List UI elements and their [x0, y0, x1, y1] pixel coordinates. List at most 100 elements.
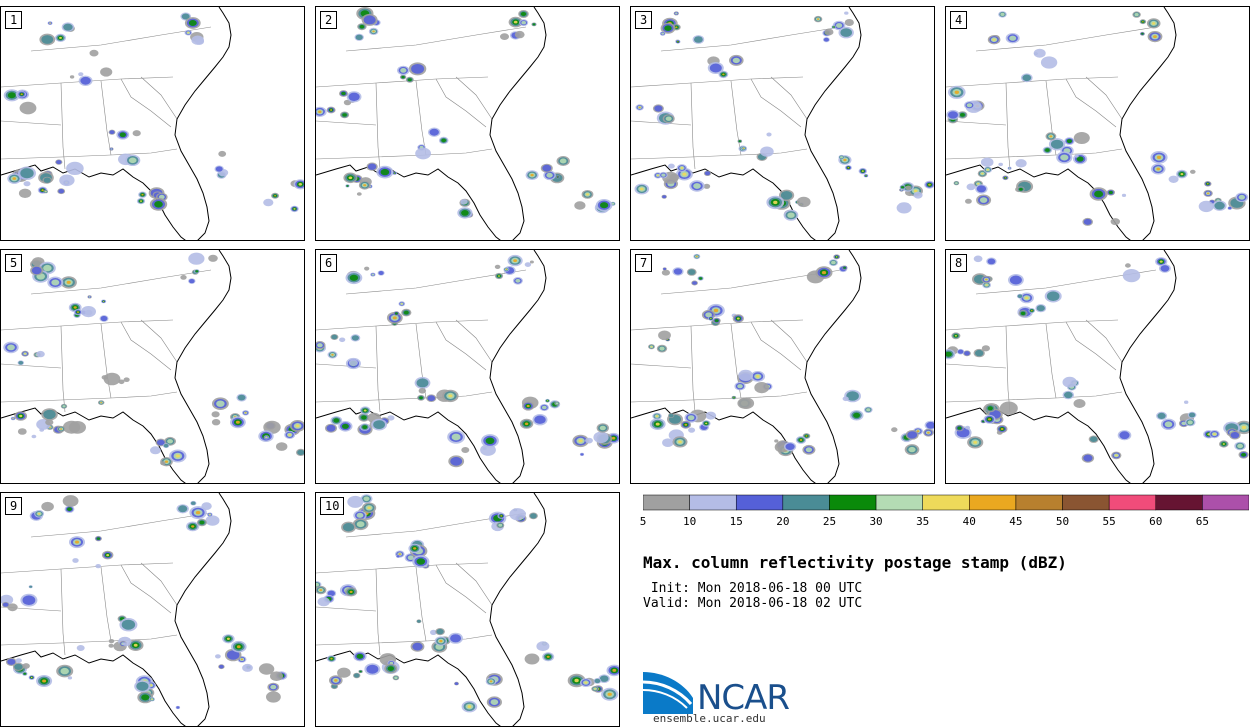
reflectivity-echo — [378, 271, 384, 275]
reflectivity-echo — [926, 421, 934, 429]
reflectivity-echo — [387, 666, 394, 671]
coastline — [316, 7, 547, 240]
reflectivity-echo — [966, 103, 973, 108]
reflectivity-echo — [341, 423, 349, 429]
reflectivity-echo — [703, 183, 711, 189]
reflectivity-echo — [1000, 428, 1004, 430]
reflectivity-echo — [240, 658, 243, 661]
reflectivity-echo — [1241, 452, 1247, 457]
reflectivity-echo — [1125, 263, 1131, 268]
reflectivity-echo — [988, 418, 991, 421]
reflectivity-echo — [342, 113, 347, 117]
reflectivity-echo — [330, 657, 333, 660]
state-border — [690, 82, 696, 170]
reflectivity-echo — [30, 676, 33, 679]
state-border — [946, 76, 1119, 88]
reflectivity-echo — [51, 279, 60, 286]
reflectivity-echo — [980, 157, 994, 167]
state-border — [316, 640, 427, 646]
reflectivity-echo — [394, 172, 396, 174]
reflectivity-echo — [7, 344, 15, 351]
reflectivity-echo — [699, 277, 703, 280]
reflectivity-echo — [760, 146, 774, 157]
reflectivity-echo — [985, 284, 988, 286]
reflectivity-echo — [578, 439, 583, 443]
reflectivity-echo — [188, 252, 205, 265]
reflectivity-echo — [394, 312, 398, 315]
reflectivity-echo — [7, 603, 18, 612]
member-label: 6 — [320, 254, 338, 272]
reflectivity-echo — [367, 506, 371, 510]
reflectivity-echo — [341, 91, 346, 96]
reflectivity-echo — [1066, 139, 1072, 144]
reflectivity-echo — [49, 22, 51, 24]
reflectivity-echo — [705, 312, 712, 318]
member-label: 3 — [635, 11, 653, 29]
state-border — [140, 562, 178, 606]
reflectivity-echo — [80, 76, 91, 85]
reflectivity-echo — [331, 334, 338, 340]
state-border — [316, 319, 489, 331]
reflectivity-echo — [714, 319, 719, 323]
reflectivity-echo — [298, 183, 302, 186]
reflectivity-echo — [23, 672, 27, 675]
reflectivity-echo — [439, 639, 443, 643]
reflectivity-echo — [891, 427, 898, 433]
reflectivity-echo — [450, 456, 463, 466]
reflectivity-echo — [460, 199, 468, 205]
reflectivity-echo — [964, 351, 970, 356]
reflectivity-echo — [43, 177, 51, 183]
reflectivity-echo — [515, 278, 521, 283]
reflectivity-echo — [398, 553, 401, 555]
reflectivity-echo — [584, 681, 588, 684]
reflectivity-echo — [1064, 391, 1073, 399]
reflectivity-echo — [326, 424, 336, 432]
reflectivity-echo — [687, 415, 695, 421]
reflectivity-echo — [12, 177, 17, 180]
reflectivity-echo — [736, 317, 740, 320]
reflectivity-echo — [132, 130, 141, 137]
reflectivity-echo — [333, 418, 340, 423]
reflectivity-echo — [654, 105, 663, 112]
reflectivity-echo — [494, 264, 501, 269]
map-svg — [946, 7, 1249, 240]
reflectivity-echo — [1083, 218, 1092, 225]
state-border — [740, 148, 808, 156]
reflectivity-echo — [356, 512, 364, 518]
reflectivity-echo — [1017, 294, 1023, 298]
reflectivity-echo — [407, 78, 412, 82]
colorbar-swatch — [782, 494, 830, 511]
map-svg — [316, 250, 619, 483]
reflectivity-echo — [416, 558, 426, 565]
reflectivity-echo — [1153, 35, 1157, 38]
reflectivity-echo — [216, 400, 225, 407]
state-border — [770, 76, 808, 120]
reflectivity-echo — [72, 558, 79, 563]
reflectivity-echo — [805, 447, 813, 453]
reflectivity-echo — [19, 101, 37, 115]
reflectivity-echo — [524, 422, 529, 426]
reflectivity-echo — [594, 678, 601, 684]
reflectivity-echo — [555, 402, 559, 405]
reflectivity-echo — [485, 437, 495, 445]
reflectivity-echo — [348, 92, 360, 102]
reflectivity-echo — [824, 28, 834, 36]
reflectivity-echo — [599, 675, 609, 682]
reflectivity-echo — [133, 643, 138, 647]
reflectivity-echo — [226, 650, 240, 660]
reflectivity-echo — [524, 653, 540, 665]
reflectivity-echo — [363, 496, 370, 502]
reflectivity-echo — [436, 628, 444, 635]
logo-name: NCAR — [697, 678, 790, 718]
reflectivity-echo — [334, 679, 338, 682]
reflectivity-echo — [140, 200, 142, 202]
reflectivity-echo — [965, 425, 971, 430]
reflectivity-echo — [520, 12, 527, 16]
reflectivity-echo — [160, 461, 166, 466]
state-border — [316, 76, 489, 88]
reflectivity-echo — [121, 619, 136, 630]
reflectivity-echo — [682, 172, 687, 176]
reflectivity-echo — [665, 116, 672, 121]
state-border — [110, 391, 178, 399]
reflectivity-echo — [722, 73, 725, 76]
